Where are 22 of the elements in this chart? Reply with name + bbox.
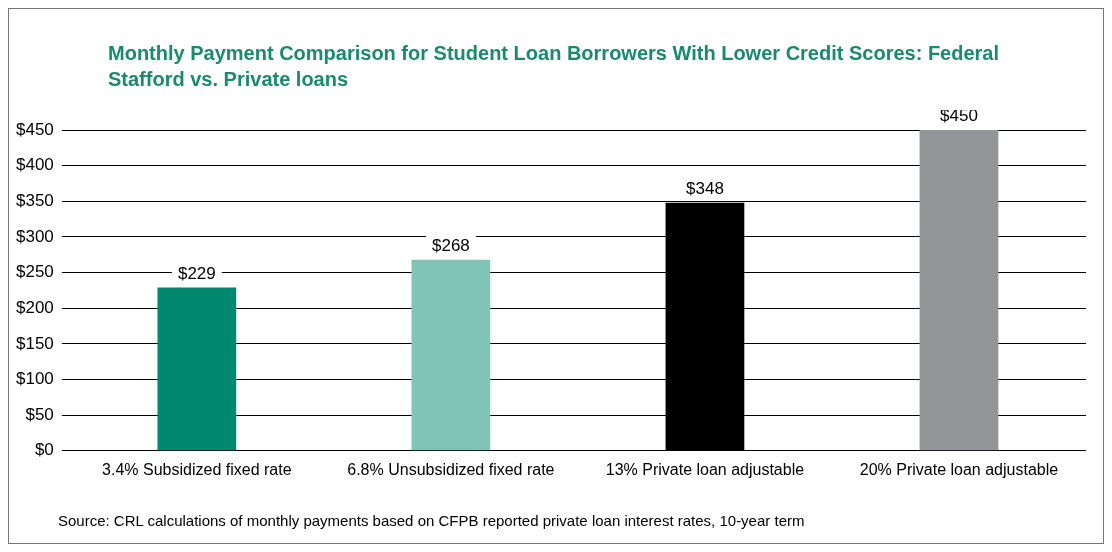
y-tick-label: $300	[15, 226, 54, 246]
chart-title: Monthly Payment Comparison for Student Loan Borrowers With Lower Credit Scores: Federal Stafford vs. Private loans	[108, 41, 1001, 92]
y-tick-label: $200	[15, 297, 54, 317]
y-tick-label: $350	[15, 190, 54, 210]
bar	[919, 130, 999, 451]
y-tick-label: $250	[15, 262, 54, 282]
data-label: $229	[177, 263, 216, 283]
y-tick-label: $100	[15, 369, 54, 389]
y-tick-label: $400	[15, 155, 54, 175]
x-tick-label: 20% Private loan adjustable	[859, 460, 1059, 478]
data-label: $348	[686, 178, 724, 198]
source-note: Source: CRL calculations of monthly payments based on CFPB reported private loan interest rates, 10-year term	[58, 512, 805, 529]
x-tick-label: 13% Private loan adjustable	[605, 460, 805, 478]
data-label: $268	[431, 235, 470, 255]
y-tick-label: $0	[34, 440, 54, 460]
y-tick-label: $150	[15, 333, 54, 353]
y-tick-label: $50	[25, 404, 54, 424]
x-tick-label: 3.4% Subsidized fixed rate	[102, 460, 292, 478]
bar	[411, 259, 491, 451]
x-tick-label: 6.8% Unsubsidized fixed rate	[347, 460, 555, 478]
y-tick-label: $450	[15, 119, 54, 139]
bar	[157, 287, 237, 451]
